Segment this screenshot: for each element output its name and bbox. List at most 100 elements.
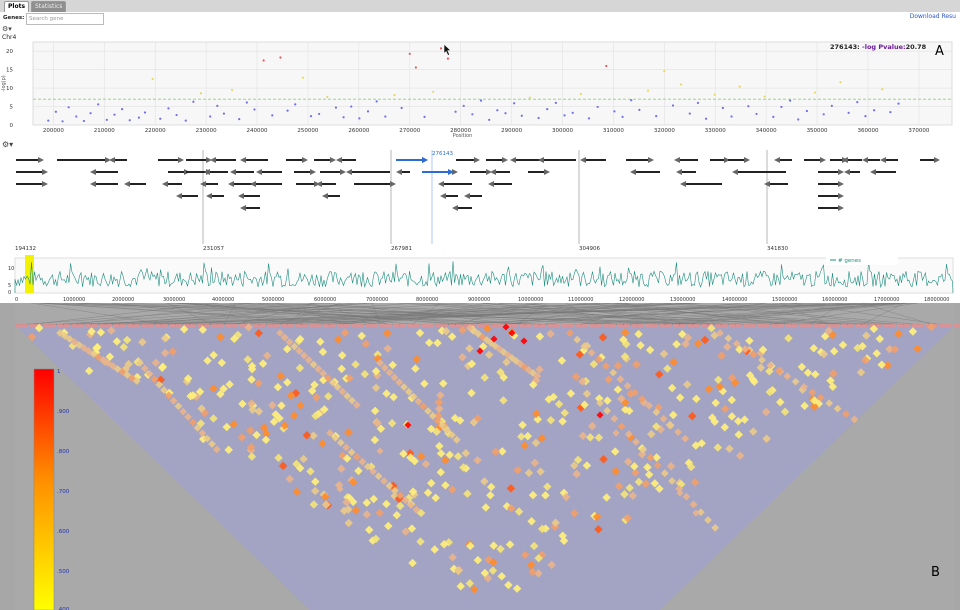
ld-cell (825, 399, 834, 408)
snp-point (471, 113, 474, 116)
ld-cell (520, 337, 528, 345)
ld-cell (578, 431, 588, 441)
ld-cell (309, 324, 315, 327)
gene-arrow-icon (676, 169, 682, 175)
ld-heatmap[interactable]: 1 .900 .800 .700 .600 .500 .400 (0, 303, 960, 610)
ld-cell (736, 324, 742, 327)
ld-cell (483, 324, 492, 333)
ld-cell (617, 324, 623, 327)
gene-arrow-icon (488, 181, 494, 187)
ld-cell (676, 489, 684, 497)
ld-cell (609, 368, 618, 377)
manhattan-plot[interactable]: 200000 210000 220000 230000 240000 250000 2600… (0, 25, 960, 138)
gene-arrow-icon (732, 169, 738, 175)
ld-cell (504, 580, 513, 590)
snp-point (89, 112, 92, 115)
ld-cell (800, 383, 808, 391)
ld-cell (783, 372, 792, 381)
gene-body (486, 159, 502, 161)
gene-arrow-icon (42, 169, 48, 175)
tab-plots[interactable]: Plots (4, 1, 30, 12)
gene-track[interactable]: 194132 231057 267981 304906 341830 276143 (0, 138, 960, 254)
snp-point (175, 113, 178, 117)
gene-arrow-icon (390, 181, 396, 187)
ld-cell (337, 351, 347, 360)
ld-cell (22, 324, 28, 327)
ld-connector (25, 303, 219, 326)
ld-cell (216, 389, 225, 399)
gene-body (158, 159, 178, 161)
ld-cell (610, 324, 616, 327)
ld-cell (176, 324, 182, 327)
gene-arrow-icon (42, 181, 48, 187)
ld-cell (785, 324, 791, 327)
download-results-link[interactable]: Download Resu (909, 13, 956, 20)
ld-cell (286, 391, 296, 400)
snp-point (704, 117, 708, 120)
ld-cell (692, 509, 700, 517)
snp-point (663, 70, 666, 73)
ld-cell (946, 324, 952, 327)
snp-point (763, 95, 766, 98)
ld-cell (430, 545, 439, 554)
ld-cell (43, 324, 49, 327)
snp-point (159, 117, 162, 120)
ld-cell (421, 459, 431, 469)
ld-connector (176, 303, 423, 326)
ld-cell (404, 421, 412, 429)
ld-cell (813, 324, 819, 327)
gene-body (314, 159, 330, 161)
ld-cell (420, 379, 429, 388)
snp-point (82, 119, 86, 123)
gene-body (528, 171, 544, 173)
ld-cell (554, 399, 564, 409)
ld-cell (436, 449, 446, 458)
ld-cell (638, 395, 646, 403)
ld-cell (306, 467, 315, 476)
highlight-window (25, 255, 34, 293)
ld-cell (696, 508, 705, 517)
gear-icon[interactable]: ⚙▾ (2, 140, 14, 149)
snp-point (830, 104, 833, 107)
snp-point (432, 90, 435, 93)
x-tick-label: 260000 (348, 128, 369, 134)
ld-connector (652, 303, 890, 326)
gene-body (818, 195, 838, 197)
ld-cell (277, 401, 286, 410)
x-tick-label: 290000 (501, 128, 522, 134)
ld-cell (544, 395, 554, 404)
gene-body (516, 159, 542, 161)
gene-body (216, 159, 236, 161)
gene-arrow-icon (162, 181, 168, 187)
gene-arrow-icon (538, 157, 544, 163)
tab-statistics[interactable]: Statistics (31, 1, 67, 12)
ld-cell (237, 433, 247, 442)
ld-cell (388, 360, 397, 370)
ld-cell (526, 560, 536, 570)
legend-box (826, 256, 898, 265)
snp-point (488, 118, 491, 121)
ld-cell (285, 474, 295, 484)
snp-point (805, 109, 808, 113)
ld-cell (29, 324, 35, 327)
ld-cell (644, 470, 654, 479)
ld-connector (161, 303, 671, 326)
gene-search-input[interactable]: Search gene (26, 13, 104, 25)
ld-cell (480, 373, 489, 382)
ld-cell (371, 534, 381, 544)
coordinate-label: 231057 (203, 246, 224, 252)
gene-body (234, 183, 252, 185)
ld-cell (384, 521, 393, 531)
ld-cell (385, 481, 394, 490)
ld-cell (506, 484, 516, 493)
ld-cell (364, 525, 374, 535)
ld-cell (404, 387, 413, 396)
selected-gene-body (396, 159, 422, 161)
ld-cell (704, 516, 712, 524)
ld-cell (722, 324, 728, 327)
ld-cell (568, 324, 574, 327)
gear-icon[interactable]: ⚙▾ (2, 25, 12, 33)
ld-cell (309, 500, 319, 509)
gene-arrow-icon (316, 181, 322, 187)
